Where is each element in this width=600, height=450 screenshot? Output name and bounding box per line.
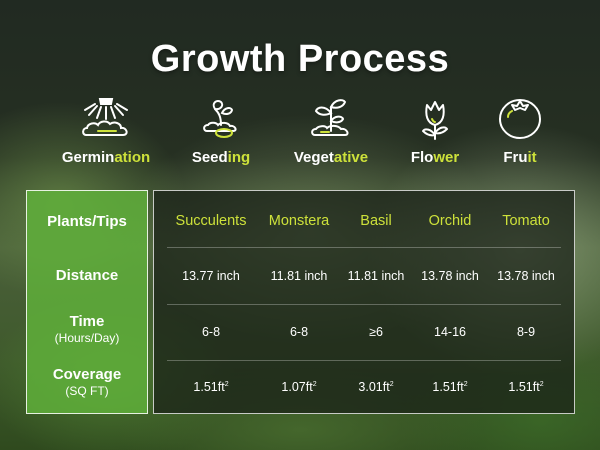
distance-cell: 11.81 inch: [270, 269, 328, 283]
flower-stage: Flower: [375, 95, 495, 166]
time-cell: 6-8: [289, 325, 309, 339]
time-cell: 6-8: [201, 325, 221, 339]
coverage-unit-label: (SQ FT): [65, 384, 109, 398]
coverage-value: 1.07ft: [281, 380, 313, 394]
coverage-label: Coverage: [52, 366, 122, 383]
vegetative-stage: Vegetative: [271, 95, 391, 166]
seed-sprout-icon: [203, 99, 237, 138]
column-header-succulents: Succulents: [175, 213, 247, 229]
tulip-flower-icon: [422, 101, 448, 140]
coverage-cell: 1.51ft2: [432, 380, 467, 394]
distance-cell: 13.78 inch: [497, 269, 555, 283]
sprinkler-soil-icon: [82, 98, 128, 136]
coverage-cell: 1.51ft2: [193, 380, 228, 394]
square-exponent: 2: [539, 381, 544, 388]
germination-label: Germination: [61, 149, 151, 166]
row-divider: [167, 304, 561, 305]
coverage-label-cell: Coverage (SQ FT): [27, 366, 147, 398]
time-cell: 14-16: [434, 325, 466, 339]
distance-cell: 11.81 inch: [347, 269, 405, 283]
row-divider: [167, 360, 561, 361]
column-header-monstera: Monstera: [268, 213, 330, 229]
square-exponent: 2: [224, 381, 229, 388]
distance-label: Distance: [55, 267, 119, 284]
square-exponent: 2: [463, 381, 468, 388]
time-cell: 8-9: [516, 325, 536, 339]
coverage-value: 3.01ft: [358, 380, 390, 394]
coverage-value: 1.51ft: [193, 380, 225, 394]
seeding-stage: Seeding: [161, 95, 281, 166]
column-header-basil: Basil: [360, 213, 392, 229]
distance-cell: 13.77 inch: [182, 269, 240, 283]
data-table-panel: Succulents Monstera Basil Orchid Tomato …: [153, 190, 575, 414]
tomato-fruit-icon: [499, 99, 541, 139]
square-exponent: 2: [312, 381, 317, 388]
plants-tips-label: Plants/Tips: [47, 213, 127, 230]
coverage-value: 1.51ft: [432, 380, 464, 394]
time-unit-label: (Hours/Day): [54, 331, 120, 345]
row-labels-panel: Plants/Tips Distance Time (Hours/Day) Co…: [26, 190, 148, 414]
vegetative-label: Vegetative: [293, 149, 369, 166]
germination-stage: Germination: [46, 95, 166, 166]
fruit-label: Fruit: [503, 149, 537, 166]
page-title: Growth Process: [150, 38, 450, 80]
coverage-value: 1.51ft: [508, 380, 540, 394]
time-label: Time: [69, 313, 105, 330]
header-label-cell: Plants/Tips: [27, 213, 147, 230]
distance-cell: 13.78 inch: [421, 269, 479, 283]
time-label-cell: Time (Hours/Day): [27, 313, 147, 345]
square-exponent: 2: [389, 381, 394, 388]
coverage-cell: 1.07ft2: [281, 380, 316, 394]
time-cell: ≥6: [369, 325, 383, 339]
seeding-label: Seeding: [191, 149, 251, 166]
row-divider: [167, 247, 561, 248]
fruit-stage: Fruit: [460, 95, 580, 166]
leafy-sprout-icon: [311, 99, 349, 136]
column-header-tomato: Tomato: [502, 213, 550, 229]
flower-label: Flower: [410, 149, 460, 166]
distance-label-cell: Distance: [27, 267, 147, 284]
column-header-orchid: Orchid: [428, 213, 472, 229]
coverage-cell: 1.51ft2: [508, 380, 543, 394]
coverage-cell: 3.01ft2: [358, 380, 393, 394]
